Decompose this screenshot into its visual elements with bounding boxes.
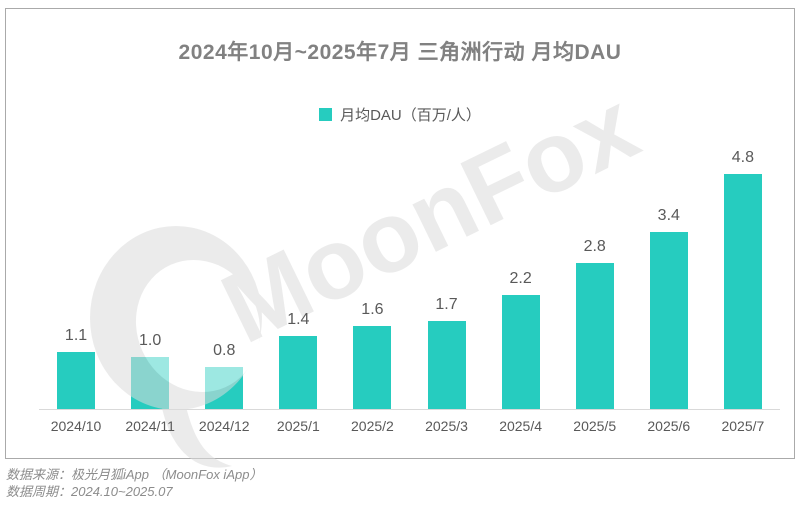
bar-slot: 1.4 2025/1 (261, 149, 335, 434)
bars: 1.1 2024/10 1.0 2024/11 0.8 2024/12 1.4 2025/1 1… (39, 149, 780, 434)
bar-slot: 1.6 2025/2 (335, 149, 409, 434)
bar (205, 367, 244, 409)
bar (279, 336, 318, 409)
chart-panel: 1.1 2024/10 1.0 2024/11 0.8 2024/12 1.4 2025/1 1… (5, 8, 795, 459)
plot-area: 1.1 2024/10 1.0 2024/11 0.8 2024/12 1.4 2025/1 1… (39, 149, 780, 434)
bar-value-label: 2.2 (509, 270, 532, 287)
bar (57, 352, 96, 409)
bar-value-label: 1.1 (64, 327, 88, 344)
bar-value-label: 2.8 (583, 238, 606, 255)
legend-swatch-icon (319, 108, 333, 121)
bar-value-label: 1.7 (435, 296, 458, 313)
bar (501, 295, 540, 409)
x-axis-tick-label: 2024/10 (50, 418, 102, 434)
bar (723, 174, 762, 409)
bar (575, 263, 614, 409)
bar-slot: 3.4 2025/6 (632, 149, 706, 434)
bar-value-label: 0.8 (213, 342, 236, 359)
x-axis-tick-label: 2025/7 (721, 418, 765, 434)
x-axis-tick-label: 2025/6 (647, 418, 691, 434)
bar-slot: 1.7 2025/3 (409, 149, 483, 434)
data-source: 数据来源：极光月狐iApp （MoonFox iApp） (6, 467, 263, 482)
x-axis-tick-label: 2024/11 (125, 418, 175, 434)
bar-value-label: 3.4 (657, 207, 680, 224)
data-period: 数据周期：2024.10~2025.07 (6, 484, 173, 499)
bar (131, 357, 170, 409)
bar-value-label: 1.4 (287, 311, 310, 328)
bar-slot: 1.0 2024/11 (113, 149, 187, 434)
x-axis-line (39, 409, 780, 410)
legend: 月均DAU（百万/人） (0, 104, 800, 125)
bar (649, 232, 688, 409)
bar-slot: 2.8 2025/5 (558, 149, 632, 434)
bar-value-label: 1.0 (139, 332, 162, 349)
x-axis-tick-label: 2025/2 (351, 418, 394, 434)
x-axis-tick-label: 2024/12 (198, 418, 250, 434)
x-axis-tick-label: 2025/3 (425, 418, 468, 434)
bar-slot: 4.8 2025/7 (706, 149, 780, 434)
legend-label: 月均DAU（百万/人） (340, 107, 481, 124)
bar-value-label: 4.8 (731, 149, 755, 166)
chart-title: 2024年10月~2025年7月 三角洲行动 月均DAU (178, 41, 622, 64)
bar-value-label: 1.6 (361, 301, 384, 318)
bar (353, 326, 392, 409)
footer: 数据来源：极光月狐iApp （MoonFox iApp） 数据周期：2024.1… (6, 466, 262, 500)
bar (427, 321, 466, 409)
bar-slot: 0.8 2024/12 (187, 149, 261, 434)
bar-slot: 1.1 2024/10 (39, 149, 113, 434)
x-axis-tick-label: 2025/4 (499, 418, 543, 434)
bar-slot: 2.2 2025/4 (484, 149, 558, 434)
x-axis-tick-label: 2025/1 (276, 418, 320, 434)
x-axis-tick-label: 2025/5 (573, 418, 617, 434)
